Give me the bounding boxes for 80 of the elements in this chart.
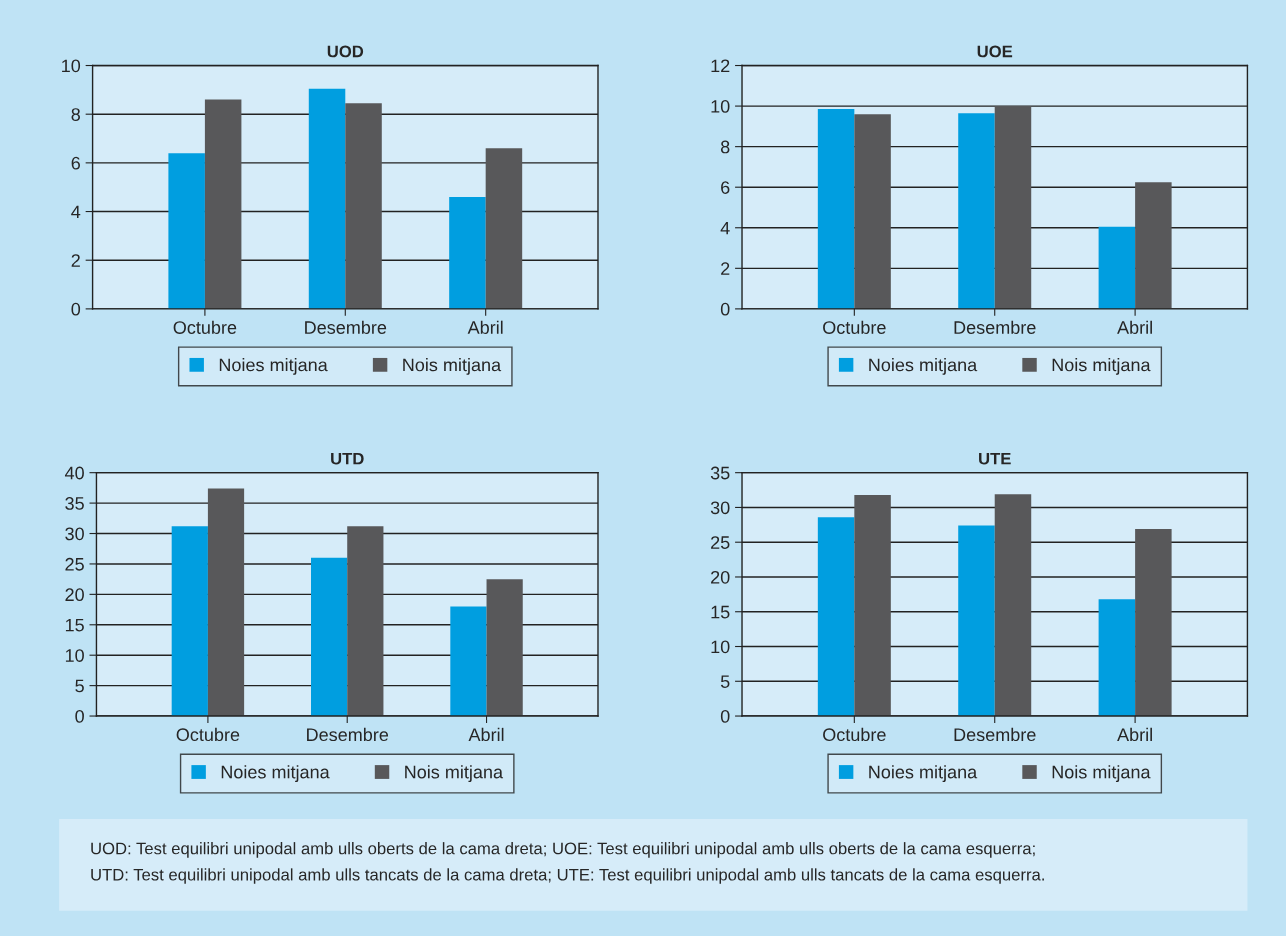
y-tick-label: 15 xyxy=(711,605,730,619)
bar xyxy=(308,88,346,309)
x-tick-label: Desembre xyxy=(305,320,387,334)
bar xyxy=(958,525,995,717)
bar xyxy=(311,557,348,717)
legend-label: Nois mitjana xyxy=(405,765,504,783)
legend-label: Nois mitjana xyxy=(403,358,502,375)
y-tick-label: 12 xyxy=(711,59,730,73)
bar xyxy=(1098,599,1136,717)
bar xyxy=(1135,182,1172,309)
y-tick-label: 15 xyxy=(65,618,84,632)
bar xyxy=(345,103,382,309)
bar xyxy=(485,148,523,309)
x-tick-label: Octubre xyxy=(823,320,886,334)
y-tick-label: 35 xyxy=(65,497,84,510)
y-tick-label: 8 xyxy=(71,108,80,121)
chart-title: UOE xyxy=(977,45,1013,58)
bar xyxy=(207,488,245,717)
y-tick-label: 2 xyxy=(721,262,730,275)
chart-title: UOD xyxy=(327,45,364,58)
y-tick-label: 10 xyxy=(62,59,81,73)
y-tick-label: 10 xyxy=(711,100,730,113)
bar xyxy=(1098,226,1136,309)
x-tick-label: Desembre xyxy=(954,320,1036,334)
bar xyxy=(994,494,1032,717)
y-tick-label: 30 xyxy=(65,527,84,541)
x-tick-label: Desembre xyxy=(954,727,1036,742)
y-tick-label: 4 xyxy=(720,221,730,235)
x-tick-label: Abril xyxy=(1117,727,1152,742)
y-tick-label: 6 xyxy=(71,156,80,170)
y-tick-label: 40 xyxy=(64,466,84,480)
bar xyxy=(958,113,995,309)
y-tick-label: 25 xyxy=(65,557,84,571)
y-tick-label: 0 xyxy=(720,709,730,723)
y-tick-label: 10 xyxy=(65,649,84,662)
chart-title: UTE xyxy=(979,452,1011,465)
bar xyxy=(994,106,1032,309)
y-tick-label: 8 xyxy=(720,140,730,154)
x-tick-label: Desembre xyxy=(307,727,389,742)
text: UTD: Test equilibri unipodal amb ulls tancats de la cama dreta; UTE: Test equilibri unipodal amb ulls tancats de la cama esquerra. xyxy=(91,868,1044,884)
bar xyxy=(347,526,384,717)
y-tick-label: 10 xyxy=(711,640,730,654)
y-tick-label: 4 xyxy=(71,205,81,219)
y-tick-label: 0 xyxy=(720,302,730,316)
legend-label: Nois mitjana xyxy=(1052,358,1151,375)
bar xyxy=(817,517,855,717)
y-tick-label: 20 xyxy=(711,570,730,584)
x-tick-label: Abril xyxy=(467,320,503,334)
text: UOD: Test equilibri unipodal amb ulls oberts de la cama dreta; UOE: Test equilibri unipodal amb ulls oberts de la cama esquerra; xyxy=(91,842,1035,858)
y-tick-label: 5 xyxy=(720,675,730,688)
bar xyxy=(1135,529,1172,717)
x-tick-label: Abril xyxy=(1117,320,1152,334)
x-tick-label: Octubre xyxy=(173,320,237,334)
y-tick-label: 0 xyxy=(75,709,84,723)
y-tick-label: 2 xyxy=(71,254,80,267)
legend-label: Noies mitjana xyxy=(219,358,328,375)
x-tick-label: Octubre xyxy=(176,727,240,742)
bar xyxy=(168,153,205,309)
legend-label: Nois mitjana xyxy=(1052,765,1151,783)
bar xyxy=(450,606,487,717)
bar xyxy=(171,526,208,717)
y-tick-label: 20 xyxy=(65,588,84,602)
y-tick-label: 30 xyxy=(710,501,730,515)
chart-title: UTD xyxy=(331,452,364,465)
y-tick-label: 25 xyxy=(711,536,730,549)
y-tick-label: 5 xyxy=(75,679,84,693)
y-tick-label: 0 xyxy=(71,302,81,316)
y-tick-label: 6 xyxy=(721,181,730,194)
legend-label: Noies mitjana xyxy=(869,765,978,783)
bar xyxy=(854,114,891,309)
x-tick-label: Abril xyxy=(468,727,504,742)
x-tick-label: Octubre xyxy=(823,727,886,742)
legend-label: Noies mitjana xyxy=(221,765,330,783)
bar xyxy=(486,579,523,717)
bar xyxy=(449,196,486,309)
bar xyxy=(204,99,242,309)
bar xyxy=(854,494,891,717)
y-tick-label: 35 xyxy=(710,466,730,480)
legend-label: Noies mitjana xyxy=(869,358,978,375)
bar xyxy=(817,109,855,309)
